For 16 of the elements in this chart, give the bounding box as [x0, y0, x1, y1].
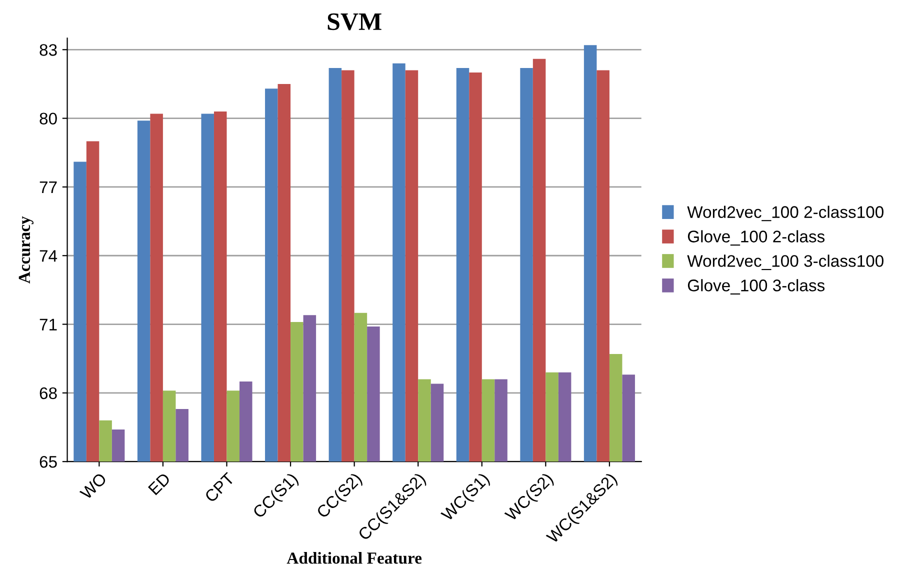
y-tick-label: 74 [40, 250, 58, 262]
legend-label: Glove_100 2-class [688, 230, 825, 246]
x-tick-label: WO [79, 472, 108, 500]
x-tick-label: ED [148, 472, 171, 496]
y-tick-label: 68 [40, 387, 57, 400]
y-tick-label: 65 [40, 456, 57, 468]
y-axis-title: Accuracy [18, 216, 34, 284]
legend-label: Word2vec_100 3-class100 [687, 254, 884, 270]
y-tick-label: 83 [40, 44, 57, 56]
y-tick-label: 71 [40, 318, 57, 330]
x-axis-title: Additional Feature [286, 552, 422, 564]
legend-label: Word2vec_100 2-class100 [687, 206, 884, 222]
y-tick-label: 80 [40, 112, 57, 125]
y-tick-label: 77 [40, 182, 57, 194]
legend-label: Glove_100 3-class [688, 279, 825, 295]
chart-title: SVM [328, 13, 382, 30]
